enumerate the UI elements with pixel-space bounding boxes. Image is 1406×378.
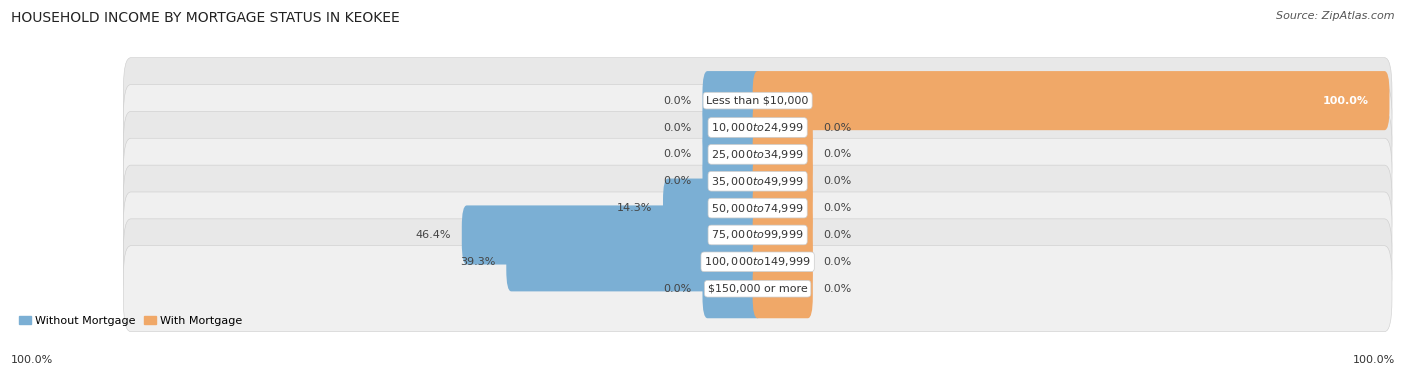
Text: 0.0%: 0.0% — [824, 176, 852, 186]
Text: $75,000 to $99,999: $75,000 to $99,999 — [711, 228, 804, 242]
Text: $25,000 to $34,999: $25,000 to $34,999 — [711, 148, 804, 161]
Text: 14.3%: 14.3% — [617, 203, 652, 213]
FancyBboxPatch shape — [752, 205, 813, 265]
FancyBboxPatch shape — [752, 178, 813, 238]
Text: 0.0%: 0.0% — [664, 149, 692, 160]
Text: 0.0%: 0.0% — [664, 122, 692, 133]
Text: 0.0%: 0.0% — [824, 122, 852, 133]
Text: HOUSEHOLD INCOME BY MORTGAGE STATUS IN KEOKEE: HOUSEHOLD INCOME BY MORTGAGE STATUS IN K… — [11, 11, 399, 25]
FancyBboxPatch shape — [506, 232, 762, 291]
FancyBboxPatch shape — [124, 192, 1392, 278]
FancyBboxPatch shape — [703, 98, 762, 157]
Text: Less than $10,000: Less than $10,000 — [706, 96, 808, 105]
FancyBboxPatch shape — [703, 152, 762, 211]
FancyBboxPatch shape — [664, 178, 762, 238]
FancyBboxPatch shape — [752, 98, 813, 157]
FancyBboxPatch shape — [752, 232, 813, 291]
FancyBboxPatch shape — [124, 246, 1392, 332]
Text: 100.0%: 100.0% — [11, 355, 53, 365]
FancyBboxPatch shape — [124, 112, 1392, 197]
Text: 0.0%: 0.0% — [824, 257, 852, 267]
Text: Source: ZipAtlas.com: Source: ZipAtlas.com — [1277, 11, 1395, 21]
Text: 39.3%: 39.3% — [460, 257, 496, 267]
FancyBboxPatch shape — [703, 71, 762, 130]
Legend: Without Mortgage, With Mortgage: Without Mortgage, With Mortgage — [15, 311, 246, 330]
FancyBboxPatch shape — [124, 58, 1392, 144]
Text: 0.0%: 0.0% — [664, 176, 692, 186]
Text: 100.0%: 100.0% — [1353, 355, 1395, 365]
FancyBboxPatch shape — [124, 165, 1392, 251]
Text: $100,000 to $149,999: $100,000 to $149,999 — [704, 255, 811, 268]
Text: 46.4%: 46.4% — [416, 230, 451, 240]
Text: $150,000 or more: $150,000 or more — [707, 284, 807, 294]
Text: $35,000 to $49,999: $35,000 to $49,999 — [711, 175, 804, 188]
FancyBboxPatch shape — [124, 219, 1392, 305]
FancyBboxPatch shape — [703, 259, 762, 318]
FancyBboxPatch shape — [752, 71, 1389, 130]
FancyBboxPatch shape — [752, 152, 813, 211]
Text: 0.0%: 0.0% — [824, 203, 852, 213]
Text: 0.0%: 0.0% — [824, 284, 852, 294]
FancyBboxPatch shape — [124, 85, 1392, 170]
Text: $50,000 to $74,999: $50,000 to $74,999 — [711, 201, 804, 215]
Text: 0.0%: 0.0% — [824, 149, 852, 160]
FancyBboxPatch shape — [703, 125, 762, 184]
Text: 0.0%: 0.0% — [664, 284, 692, 294]
Text: 0.0%: 0.0% — [824, 230, 852, 240]
FancyBboxPatch shape — [124, 138, 1392, 224]
FancyBboxPatch shape — [752, 259, 813, 318]
Text: $10,000 to $24,999: $10,000 to $24,999 — [711, 121, 804, 134]
FancyBboxPatch shape — [752, 125, 813, 184]
Text: 0.0%: 0.0% — [664, 96, 692, 105]
Text: 100.0%: 100.0% — [1323, 96, 1369, 105]
FancyBboxPatch shape — [461, 205, 762, 265]
